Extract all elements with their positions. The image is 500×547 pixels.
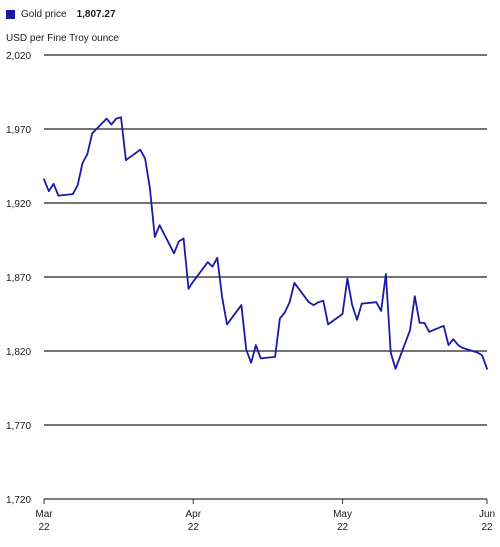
x-tick-label-month: Mar [35,509,53,520]
gold-price-series-line [43,116,488,370]
x-tick-label-year: 22 [38,522,50,533]
y-axis-unit-label: USD per Fine Troy ounce [6,33,119,44]
y-tick-label: 1,920 [6,199,31,210]
y-tick-label: 1,870 [6,273,31,284]
x-tick-label-year: 22 [481,522,493,533]
x-tick-label-month: Apr [185,509,201,520]
y-tick-label: 1,770 [6,421,31,432]
y-tick-label: 1,720 [6,495,31,506]
x-tick-label-year: 22 [337,522,349,533]
y-tick-label: 1,970 [6,125,31,136]
x-tick-label-month: May [333,509,352,520]
legend-value: 1,807.27 [76,8,116,20]
x-tick-label-year: 22 [188,522,200,533]
legend-label: Gold price [21,8,67,20]
legend: Gold price 1,807.27 [6,7,116,21]
x-tick-label-month: Jun [479,509,495,520]
y-tick-label: 2,020 [6,51,31,62]
legend-swatch [6,9,15,19]
y-tick-label: 1,820 [6,347,31,358]
